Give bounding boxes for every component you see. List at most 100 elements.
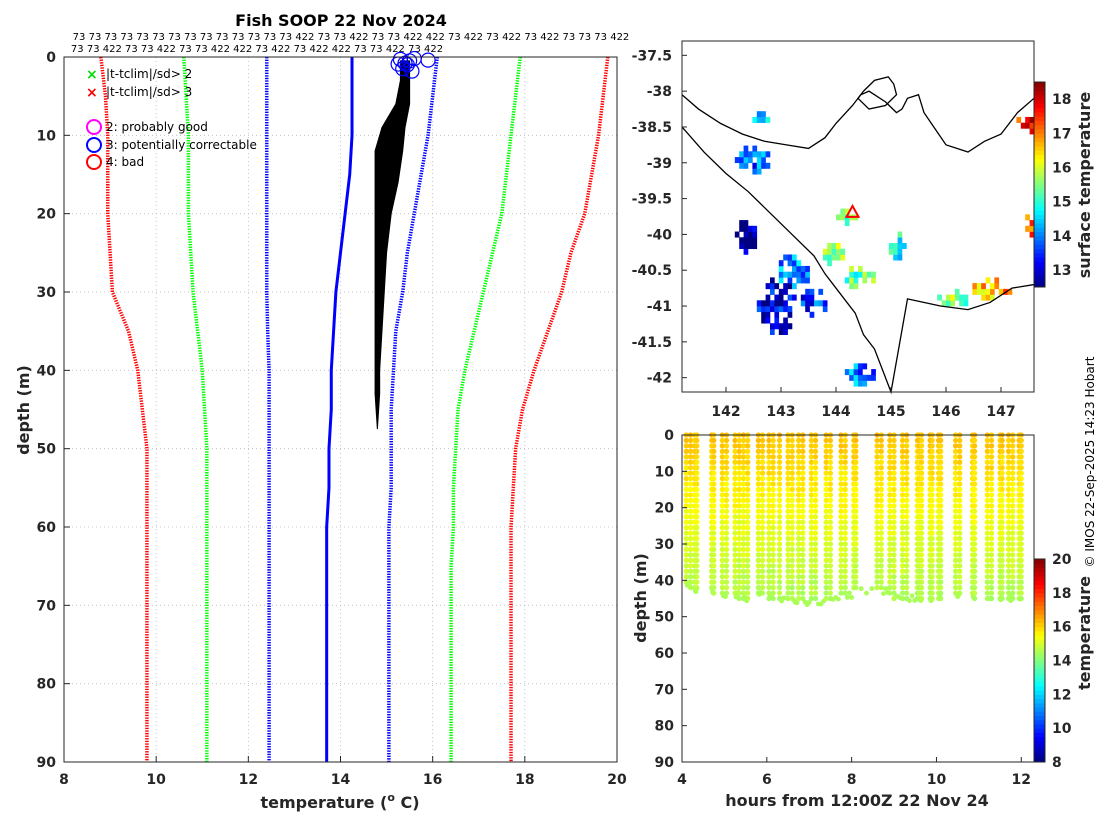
section-point bbox=[878, 454, 884, 460]
colorbar-tick-label: 18 bbox=[1052, 586, 1071, 602]
sst-pixel bbox=[783, 288, 788, 295]
sst-pixel bbox=[954, 294, 960, 301]
section-point bbox=[694, 514, 700, 520]
section-point bbox=[711, 585, 717, 591]
sst-pixel bbox=[990, 294, 995, 301]
section-point bbox=[1010, 590, 1016, 596]
section-point bbox=[874, 585, 880, 591]
section-point bbox=[988, 503, 995, 509]
section-point bbox=[687, 443, 694, 449]
sst-pixel bbox=[827, 254, 832, 261]
section-point bbox=[723, 579, 730, 585]
section-point bbox=[853, 454, 859, 460]
sst-pixel bbox=[778, 288, 784, 295]
section-point bbox=[823, 563, 829, 569]
section-point bbox=[827, 585, 834, 591]
x-tick-label: 8 bbox=[847, 772, 857, 788]
section-point bbox=[719, 459, 725, 465]
sst-pixel bbox=[761, 116, 766, 123]
section-point bbox=[723, 476, 730, 482]
section-point bbox=[838, 459, 844, 465]
section-point bbox=[770, 448, 776, 454]
section-point bbox=[972, 535, 978, 542]
section-point bbox=[759, 481, 766, 487]
section-point bbox=[938, 530, 944, 536]
section-point bbox=[759, 519, 766, 525]
section-point bbox=[1005, 590, 1012, 596]
section-point bbox=[899, 465, 906, 471]
section-point bbox=[878, 563, 884, 569]
section-point bbox=[842, 525, 848, 531]
section-point bbox=[776, 497, 783, 503]
section-point bbox=[853, 579, 859, 585]
section-point bbox=[740, 492, 747, 498]
section-point bbox=[1005, 481, 1012, 487]
section-point bbox=[938, 574, 944, 580]
section-point bbox=[796, 563, 802, 569]
section-point bbox=[878, 508, 884, 514]
colorbar-swatch bbox=[1034, 120, 1045, 126]
section-point bbox=[732, 525, 738, 531]
section-point bbox=[972, 443, 978, 449]
section-point bbox=[887, 525, 893, 531]
section-point bbox=[808, 492, 814, 498]
section-point bbox=[904, 497, 910, 503]
section-point bbox=[800, 459, 806, 465]
section-point bbox=[952, 476, 959, 482]
section-point bbox=[891, 470, 897, 476]
sst-pixel bbox=[765, 300, 771, 307]
sst-pixel bbox=[756, 157, 762, 164]
copyright-stamp: © IMOS 22-Sep-2025 14:23 Hobart bbox=[1083, 356, 1097, 567]
sst-pixel bbox=[822, 254, 828, 261]
sst-pixel bbox=[761, 306, 766, 313]
section-point bbox=[887, 590, 893, 596]
section-point bbox=[938, 470, 944, 476]
section-point bbox=[687, 514, 694, 520]
section-point bbox=[1005, 503, 1012, 509]
section-point bbox=[1005, 557, 1012, 563]
section-point bbox=[732, 579, 738, 585]
section-point bbox=[694, 459, 700, 465]
sst-pixel bbox=[985, 294, 991, 301]
section-point bbox=[683, 476, 689, 482]
section-point bbox=[823, 497, 829, 503]
section-point bbox=[1010, 437, 1016, 444]
section-point bbox=[904, 470, 910, 476]
qc-codes-row-2: 73 73 422 73 73 422 73 73 422 422 73 422… bbox=[71, 44, 443, 55]
section-point bbox=[1010, 497, 1016, 503]
y-tick-label: 50 bbox=[655, 610, 675, 626]
section-point bbox=[957, 497, 963, 503]
sst-pixel bbox=[946, 294, 951, 301]
colorbar-swatch bbox=[1034, 244, 1045, 250]
section-point bbox=[759, 486, 766, 493]
colorbar-swatch bbox=[1034, 86, 1045, 92]
section-point bbox=[1010, 535, 1016, 542]
section-point bbox=[740, 574, 747, 580]
sst-pixel bbox=[765, 306, 771, 313]
colorbar-tick-label: 16 bbox=[1052, 160, 1071, 176]
section-point bbox=[732, 574, 738, 580]
section-point bbox=[938, 514, 944, 520]
section-point bbox=[785, 454, 791, 460]
section-point bbox=[1010, 481, 1016, 487]
section-point bbox=[719, 454, 725, 460]
section-point bbox=[853, 448, 859, 454]
colorbar-swatch bbox=[1034, 613, 1045, 619]
section-point bbox=[1005, 443, 1012, 449]
section-point bbox=[904, 541, 910, 547]
section-point bbox=[938, 541, 944, 547]
section-point bbox=[904, 443, 910, 449]
section-point bbox=[796, 557, 802, 563]
section-point bbox=[683, 519, 689, 525]
section-point bbox=[878, 486, 884, 493]
section-point bbox=[842, 470, 848, 476]
section-point bbox=[732, 519, 738, 525]
section-point bbox=[736, 563, 742, 569]
section-point bbox=[904, 503, 910, 509]
section-point bbox=[808, 579, 814, 585]
colorbar-swatch bbox=[1034, 609, 1045, 615]
section-point bbox=[736, 590, 742, 596]
section-point bbox=[972, 563, 978, 569]
section-point bbox=[874, 579, 880, 585]
map-x-ticks: 142 143 144 145 146 147 bbox=[711, 387, 1016, 420]
